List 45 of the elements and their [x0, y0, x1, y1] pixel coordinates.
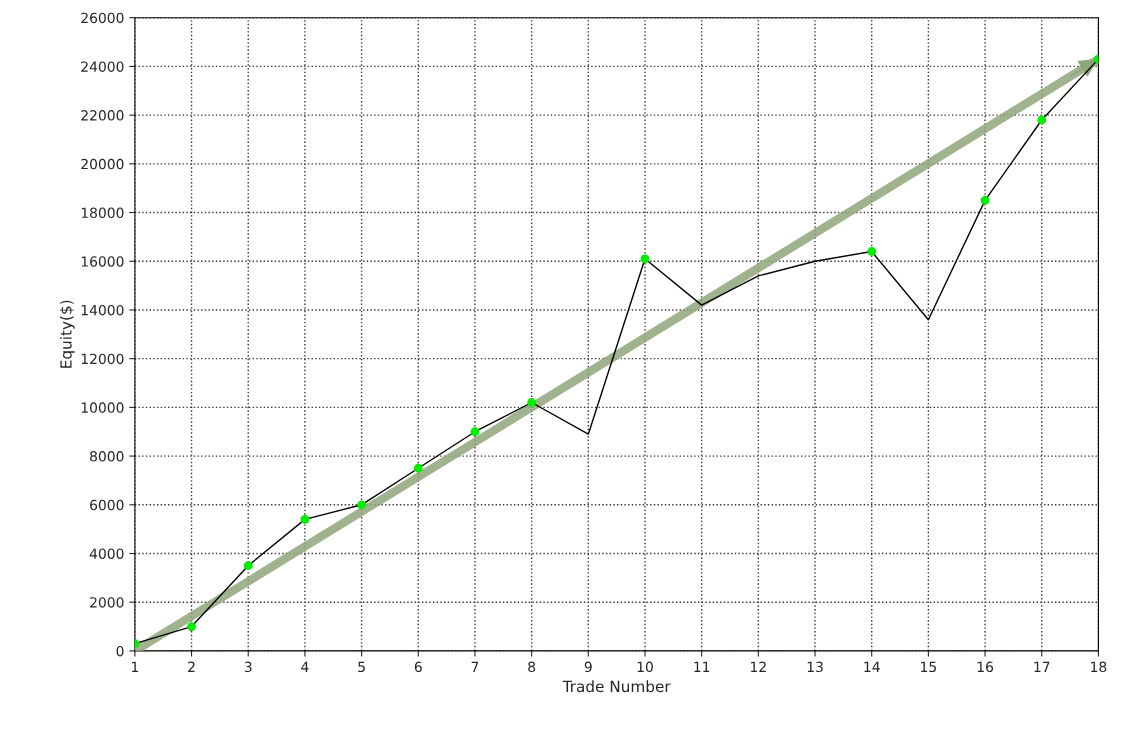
y-tick-label: 16000 — [81, 256, 124, 267]
point — [1037, 115, 1047, 125]
y-tick-label: 20000 — [81, 158, 124, 170]
x-tick-label: 6 — [414, 661, 422, 673]
x-tick-label: 1 — [131, 661, 139, 672]
point — [187, 622, 196, 631]
y-tick-label: 0 — [116, 645, 124, 657]
point — [413, 463, 423, 473]
x-tick-label: 8 — [528, 661, 536, 673]
x-tick-label: 11 — [694, 661, 710, 672]
point — [867, 247, 877, 256]
y-tick-label: 22000 — [81, 110, 124, 121]
x-tick-label: 13 — [807, 661, 823, 673]
point — [300, 515, 310, 524]
y-tick-label: 2000 — [90, 597, 124, 608]
x-tick-label: 4 — [301, 661, 309, 672]
point — [357, 500, 366, 510]
y-tick-label: 24000 — [81, 61, 124, 72]
x-tick-label: 17 — [1034, 661, 1050, 672]
x-tick-label: 9 — [584, 661, 592, 673]
y-tick-label: 14000 — [81, 304, 124, 316]
y-axis-title: Equity($) — [59, 300, 75, 368]
x-tick-label: 3 — [244, 661, 252, 673]
x-tick-label: 18 — [1091, 661, 1107, 673]
x-tick-label: 16 — [977, 661, 994, 673]
x-tick-label: 14 — [864, 661, 880, 672]
x-tick-label: 5 — [358, 661, 365, 673]
y-tick-label: 10000 — [81, 402, 124, 413]
y-tick-label: 12000 — [81, 353, 124, 365]
point — [527, 398, 537, 407]
y-tick-label: 6000 — [90, 499, 124, 511]
y-tick-label: 4000 — [89, 548, 124, 559]
point — [470, 427, 480, 437]
y-tick-label: 26000 — [81, 12, 124, 24]
y-tick-label: 8000 — [90, 451, 124, 462]
x-tick-label: 12 — [751, 661, 766, 672]
x-tick-label: 7 — [471, 661, 479, 672]
y-tick-label: 18000 — [81, 207, 124, 219]
point — [640, 254, 650, 264]
x-tick-label: 2 — [188, 661, 195, 672]
point — [980, 195, 990, 205]
x-tick-label: 10 — [637, 661, 653, 673]
x-tick-label: 15 — [921, 661, 937, 673]
x-axis-title: Trade Number — [562, 680, 671, 693]
point — [243, 561, 253, 571]
